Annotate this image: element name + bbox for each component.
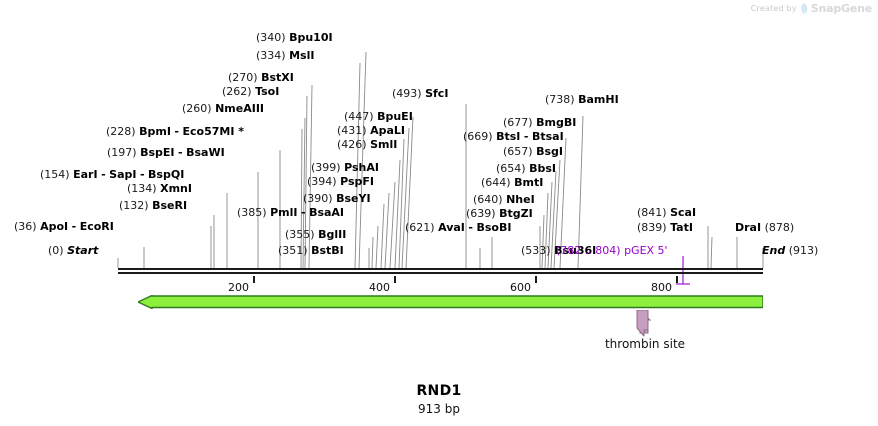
enzyme-label-SmlI[interactable]: (426) SmlI bbox=[337, 138, 398, 151]
ruler-tick-600 bbox=[535, 276, 537, 283]
enzyme-label-SfcI[interactable]: (493) SfcI bbox=[392, 87, 449, 100]
enzyme-label-Bsu36I[interactable]: (533) Bsu36I bbox=[521, 244, 597, 257]
ruler-tick-800 bbox=[676, 276, 678, 283]
sequence-backbone bbox=[118, 268, 763, 274]
enzyme-label-BspEI-BsaWI[interactable]: (197) BspEI - BsaWI bbox=[107, 146, 225, 159]
enzyme-label-BtgZI[interactable]: (639) BtgZI bbox=[466, 207, 533, 220]
enzyme-label-XmnI[interactable]: (134) XmnI bbox=[127, 182, 192, 195]
enzyme-label-PshAI[interactable]: (399) PshAI bbox=[311, 161, 379, 174]
ruler-tick-200 bbox=[253, 276, 255, 283]
enzyme-label-DraI[interactable]: DraI (878) bbox=[735, 221, 795, 234]
ruler-label-600: 600 bbox=[510, 281, 531, 294]
enzyme-label-AvaI-BsoBI[interactable]: (621) AvaI - BsoBI bbox=[405, 221, 512, 234]
enzyme-label-BtsI-BtsaI[interactable]: (669) BtsI - BtsaI bbox=[463, 130, 564, 143]
snapgene-credit: Created by SnapGene bbox=[751, 2, 872, 15]
ruler-label-400: 400 bbox=[369, 281, 390, 294]
coding-region-arrow[interactable] bbox=[138, 295, 763, 309]
enzyme-label-TatI[interactable]: (839) TatI bbox=[637, 221, 693, 234]
enzyme-label-NheI[interactable]: (640) NheI bbox=[473, 193, 535, 206]
enzyme-label-BglII[interactable]: (355) BglII bbox=[285, 228, 347, 241]
enzyme-label-ScaI[interactable]: (841) ScaI bbox=[637, 206, 697, 219]
enzyme-label-Bpu10I[interactable]: (340) Bpu10I bbox=[256, 31, 333, 44]
enzyme-label-EarI-SapI-BspQI[interactable]: (154) EarI - SapI - BspQI bbox=[40, 168, 185, 181]
enzyme-label-PmlI-BsaAI[interactable]: (385) PmlI - BsaAI bbox=[237, 206, 345, 219]
enzyme-label-BsgI[interactable]: (657) BsgI bbox=[503, 145, 563, 158]
enzyme-label-PspFI[interactable]: (394) PspFI bbox=[307, 175, 374, 188]
enzyme-label-ApaLI[interactable]: (431) ApaLI bbox=[337, 124, 406, 137]
enzyme-label-BbsI[interactable]: (654) BbsI bbox=[496, 162, 556, 175]
enzyme-label-MslI[interactable]: (334) MslI bbox=[256, 49, 315, 62]
feature-label-pgex5[interactable]: (782 .. 804) pGEX 5' bbox=[556, 244, 668, 257]
enzyme-label-NmeAIII[interactable]: (260) NmeAIII bbox=[182, 102, 265, 115]
sequence-end-label: End (913) bbox=[762, 244, 819, 257]
enzyme-label-BstXI[interactable]: (270) BstXI bbox=[228, 71, 294, 84]
sequence-name: RND1 bbox=[416, 383, 462, 399]
thrombin-site-arrow[interactable] bbox=[633, 310, 655, 338]
enzyme-label-BmtI[interactable]: (644) BmtI bbox=[481, 176, 544, 189]
sequence-length: 913 bp bbox=[418, 402, 460, 416]
enzyme-label-TsoI[interactable]: (262) TsoI bbox=[222, 85, 280, 98]
enzyme-label-BmgBI[interactable]: (677) BmgBI bbox=[503, 116, 577, 129]
snapgene-leaf-icon bbox=[800, 3, 808, 14]
enzyme-label-BseRI[interactable]: (132) BseRI bbox=[119, 199, 188, 212]
enzyme-label-BpuEI[interactable]: (447) BpuEI bbox=[344, 110, 413, 123]
enzyme-label-BpmI-Eco57MI[interactable]: (228) BpmI - Eco57MI * bbox=[106, 125, 245, 138]
enzyme-label-ApoI-EcoRI[interactable]: (36) ApoI - EcoRI bbox=[14, 220, 114, 233]
ruler-label-800: 800 bbox=[651, 281, 672, 294]
thrombin-site-label: thrombin site bbox=[604, 337, 686, 351]
ruler-tick-400 bbox=[394, 276, 396, 283]
ruler-label-200: 200 bbox=[228, 281, 249, 294]
credit-brand: SnapGene bbox=[810, 2, 872, 15]
sequence-start-label: (0) Start bbox=[48, 244, 99, 257]
map-title-block: RND1 913 bp bbox=[0, 383, 878, 416]
enzyme-label-BseYI[interactable]: (390) BseYI bbox=[303, 192, 371, 205]
enzyme-label-BstBI[interactable]: (351) BstBI bbox=[278, 244, 344, 257]
enzyme-label-BamHI[interactable]: (738) BamHI bbox=[545, 93, 619, 106]
credit-prefix: Created by bbox=[750, 4, 797, 13]
